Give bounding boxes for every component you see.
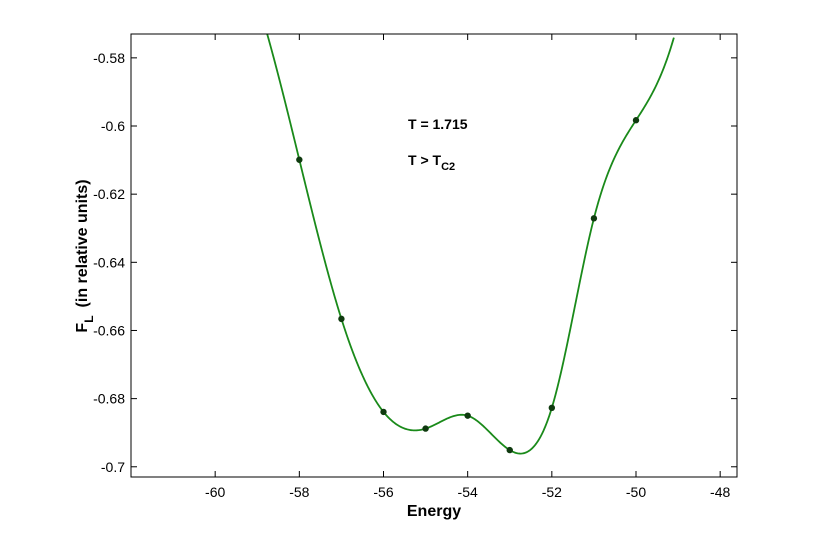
data-point	[632, 117, 640, 124]
annotation-relation: T > TC2	[408, 152, 455, 173]
data-point	[296, 156, 303, 163]
x-tick-label: -52	[542, 484, 562, 500]
x-ticks: -60 -58 -56 -54 -52 -50 -48	[205, 34, 730, 500]
y-axis-label-suffix: (in relative units)	[74, 179, 91, 307]
data-point	[380, 408, 387, 416]
data-point	[590, 215, 598, 222]
x-tick-label: -48	[710, 484, 730, 500]
x-tick-label: -56	[373, 484, 393, 500]
x-tick-label: -58	[289, 484, 309, 500]
y-tick-label: -0.62	[93, 186, 125, 202]
y-tick-label: -0.6	[101, 118, 125, 134]
y-axis-label: FL (in relative units)	[74, 179, 96, 332]
data-point	[506, 446, 513, 454]
x-axis-label: Energy	[407, 503, 461, 520]
series-markers	[296, 117, 640, 454]
data-point	[464, 412, 471, 419]
y-tick-label: -0.68	[93, 391, 125, 407]
y-axis-label-main: F	[74, 323, 91, 333]
y-axis-label-subscript: L	[82, 315, 96, 322]
y-tick-label: -0.64	[93, 254, 125, 270]
plot-frame	[130, 33, 738, 478]
annotation-relation-main: T > T	[408, 152, 442, 168]
y-tick-label: -0.7	[101, 459, 125, 475]
y-ticks: -0.58 -0.6 -0.62 -0.64 -0.66 -0.68 -0.7	[93, 50, 737, 475]
data-point	[422, 425, 429, 432]
x-tick-label: -54	[458, 484, 478, 500]
annotation-temperature: T = 1.715	[408, 116, 468, 132]
data-point	[548, 404, 556, 412]
x-tick-label: -50	[626, 484, 646, 500]
annotation-relation-subscript: C2	[441, 161, 455, 173]
x-tick-label: -60	[205, 484, 225, 500]
y-tick-label: -0.58	[93, 50, 125, 66]
plot-area	[131, 34, 737, 477]
data-point	[338, 315, 345, 323]
y-tick-label: -0.66	[93, 322, 125, 338]
